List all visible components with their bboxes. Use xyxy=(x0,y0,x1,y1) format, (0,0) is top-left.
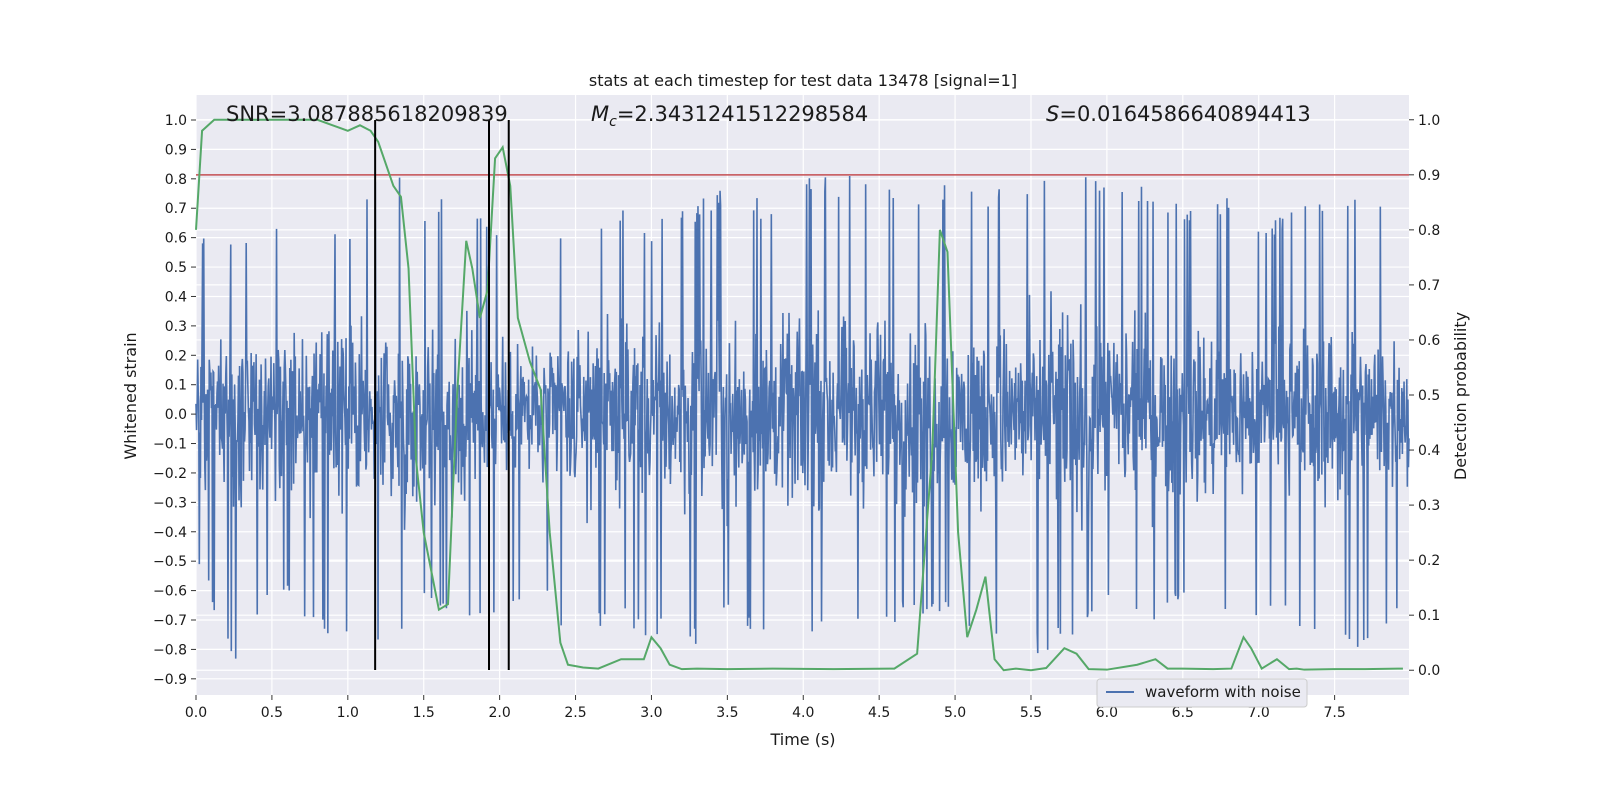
s-symbol: S xyxy=(1046,102,1059,126)
chart-title: stats at each timestep for test data 134… xyxy=(589,71,1017,90)
y-left-tick-label: 0.6 xyxy=(165,231,187,247)
y-right-tick-label: 0.9 xyxy=(1418,168,1440,184)
chirp-mass-value: =2.3431241512298584 xyxy=(617,102,868,126)
y-right-tick-label: 0.3 xyxy=(1418,498,1440,514)
x-tick-label: 2.0 xyxy=(488,705,510,721)
y-left-tick-label: −0.8 xyxy=(153,642,187,658)
x-tick-label: 4.5 xyxy=(868,705,890,721)
x-tick-label: 4.0 xyxy=(792,705,814,721)
probability-line xyxy=(195,118,1403,672)
x-tick-label: 7.0 xyxy=(1248,705,1270,721)
x-tick-label: 3.0 xyxy=(640,705,662,721)
y-right-tick-label: 1.0 xyxy=(1418,113,1440,129)
y-right-tick-label: 0.8 xyxy=(1418,223,1440,239)
x-tick-label: 7.5 xyxy=(1323,705,1345,721)
y-right-tick-label: 0.1 xyxy=(1418,608,1440,624)
y-left-tick-label: 0.0 xyxy=(165,407,187,423)
s-value: =0.0164586640894413 xyxy=(1059,102,1310,126)
y-left-tick-label: 0.1 xyxy=(165,378,187,394)
strain-series xyxy=(195,175,1410,659)
chirp-mass-symbol: M xyxy=(591,102,609,126)
chirp-mass-annotation: Mc=2.3431241512298584 xyxy=(591,102,868,130)
x-tick-label: 3.5 xyxy=(716,705,738,721)
x-tick-label: 2.5 xyxy=(564,705,586,721)
y-left-tick-label: 0.2 xyxy=(165,348,187,364)
y-left-tick-label: 1.0 xyxy=(165,113,187,129)
y-right-tick-label: 0.2 xyxy=(1418,553,1440,569)
legend-box xyxy=(1096,678,1308,708)
y-left-tick-label: 0.5 xyxy=(165,260,187,276)
x-tick-label: 1.0 xyxy=(337,705,359,721)
y-right-tick-label: 0.5 xyxy=(1418,388,1440,404)
y-right-tick-label: 0.6 xyxy=(1418,333,1440,349)
y-left-tick-label: −0.5 xyxy=(153,554,187,570)
snr-annotation: SNR=3.087885618209839 xyxy=(226,102,508,126)
y-right-tick-label: 0.4 xyxy=(1418,443,1440,459)
legend: waveform with noise xyxy=(1096,678,1308,708)
x-tick-label: 1.5 xyxy=(413,705,435,721)
x-axis-title: Time (s) xyxy=(769,730,835,749)
s-annotation: S=0.0164586640894413 xyxy=(1046,102,1311,126)
axes-layer: 0.0 0.5 1.0 1.5 2.0 2.5 3.0 3.5 4.0 4.5 5.0 5.5 6.0 6… xyxy=(153,113,1440,721)
x-tick-label: 6.0 xyxy=(1096,705,1118,721)
x-tick-label: 5.0 xyxy=(944,705,966,721)
y-left-tick-label: −0.4 xyxy=(153,525,187,541)
y-left-tick-label: −0.1 xyxy=(153,437,187,453)
x-tick-label: 5.5 xyxy=(1020,705,1042,721)
y-axis-left-title: Whitened strain xyxy=(121,332,140,459)
legend-label: waveform with noise xyxy=(1145,683,1301,701)
y-left-tick-label: 0.8 xyxy=(165,172,187,188)
y-left-tick-label: −0.3 xyxy=(153,495,187,511)
y-left-tick-label: 0.7 xyxy=(165,201,187,217)
strain-line xyxy=(195,175,1410,659)
y-left-tick-label: 0.4 xyxy=(165,289,187,305)
x-tick-label: 6.5 xyxy=(1172,705,1194,721)
y-left-tick-label: −0.6 xyxy=(153,584,187,600)
y-axis-right-title: Detection probability xyxy=(1451,312,1470,480)
y-left-tick-label: −0.7 xyxy=(153,613,187,629)
y-right-tick-label: 0.7 xyxy=(1418,278,1440,294)
chirp-mass-subscript: c xyxy=(609,114,617,130)
x-tick-label: 0.0 xyxy=(185,705,207,721)
x-tick-label: 0.5 xyxy=(261,705,283,721)
y-left-tick-label: 0.3 xyxy=(165,319,187,335)
y-right-tick-label: 0.0 xyxy=(1418,663,1440,679)
markers-layer xyxy=(374,120,510,670)
probability-series xyxy=(195,118,1409,672)
y-left-tick-label: 0.9 xyxy=(165,142,187,158)
y-left-tick-label: −0.9 xyxy=(153,672,187,688)
y-left-tick-label: −0.2 xyxy=(153,466,187,482)
